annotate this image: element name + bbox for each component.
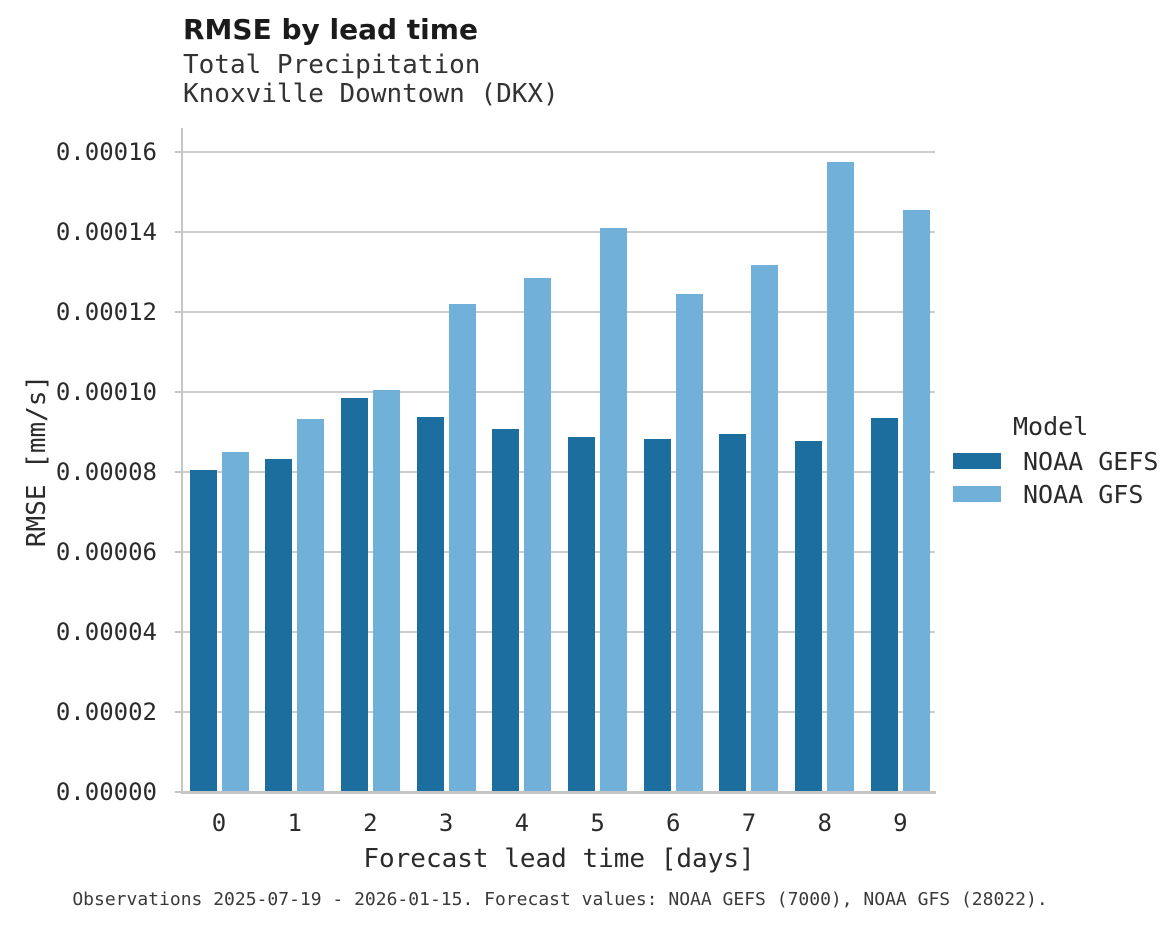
- chart-title: RMSE by lead time: [183, 13, 478, 46]
- gridline: [183, 391, 935, 393]
- bar-noaa-gefs: [189, 470, 217, 792]
- y-tick-label: 0.00006: [55, 538, 157, 566]
- bar-noaa-gefs: [265, 458, 293, 792]
- x-axis-title: Forecast lead time [days]: [363, 844, 755, 874]
- gridline: [183, 471, 935, 473]
- y-tick-mark: [175, 311, 182, 313]
- caption: Observations 2025-07-19 - 2026-01-15. Fo…: [72, 889, 1048, 910]
- bar-noaa-gfs: [372, 389, 400, 792]
- y-tick-label: 0.00014: [55, 218, 157, 246]
- legend-label: NOAA GFS: [1023, 479, 1144, 509]
- y-tick-mark: [175, 791, 182, 793]
- y-tick-label: 0.00002: [55, 698, 157, 726]
- x-tick-label: 0: [211, 809, 227, 837]
- bar-noaa-gefs: [795, 440, 823, 792]
- bar-noaa-gfs: [827, 162, 855, 792]
- x-tick-label: 4: [514, 809, 530, 837]
- bar-noaa-gefs: [719, 433, 747, 792]
- bar-noaa-gfs: [297, 419, 325, 792]
- bar-noaa-gefs: [340, 397, 368, 792]
- x-tick-label: 5: [590, 809, 605, 837]
- y-tick-label: 0.00010: [55, 378, 157, 406]
- x-tick-label: 7: [741, 809, 757, 837]
- x-tick-label: 3: [438, 809, 454, 837]
- gridline: [183, 311, 935, 313]
- bar-noaa-gfs: [600, 228, 628, 792]
- y-tick-label: 0.00004: [55, 618, 157, 646]
- legend-label: NOAA GEFS: [1023, 446, 1159, 476]
- y-tick-mark: [175, 711, 182, 713]
- y-tick-mark: [175, 471, 182, 473]
- bar-noaa-gfs: [751, 264, 779, 792]
- x-tick-label: 2: [363, 809, 378, 837]
- bar-noaa-gefs: [870, 418, 898, 792]
- noaa-gfs-swatch-icon: [953, 486, 1001, 502]
- y-tick-label: 0.00016: [55, 138, 157, 166]
- y-tick-label: 0.00008: [55, 458, 157, 486]
- noaa-gefs-swatch-icon: [953, 453, 1001, 469]
- bar-noaa-gefs: [416, 417, 444, 792]
- x-tick-label: 8: [817, 809, 832, 837]
- legend-title: Model: [1013, 412, 1089, 441]
- y-tick-label: 0.00000: [55, 778, 157, 806]
- x-tick-label: 6: [666, 809, 681, 837]
- bar-noaa-gfs: [448, 303, 476, 792]
- y-tick-mark: [175, 231, 182, 233]
- y-axis-spine: [181, 128, 183, 794]
- gridline: [183, 231, 935, 233]
- legend-entry-noaa-gfs: NOAA GFS: [953, 479, 1158, 509]
- gridline: [183, 551, 935, 553]
- y-tick-mark: [175, 151, 182, 153]
- gridline: [183, 711, 935, 713]
- gridline: [183, 631, 935, 633]
- plot-area: [183, 128, 935, 792]
- x-axis-spine: [181, 791, 936, 794]
- legend: Model NOAA GEFS NOAA GFS: [953, 412, 1158, 509]
- bar-noaa-gfs: [524, 278, 552, 792]
- bar-noaa-gefs: [643, 438, 671, 792]
- bar-noaa-gfs: [675, 294, 703, 792]
- bar-noaa-gefs: [568, 436, 596, 792]
- bar-noaa-gfs: [902, 210, 930, 792]
- y-tick-mark: [175, 391, 182, 393]
- x-tick-label: 9: [893, 809, 908, 837]
- y-tick-mark: [175, 631, 182, 633]
- x-tick-label: 1: [287, 809, 302, 837]
- bar-noaa-gefs: [492, 429, 520, 792]
- chart-subtitle-location: Knoxville Downtown (DKX): [183, 79, 559, 109]
- y-tick-mark: [175, 551, 182, 553]
- gridline: [183, 151, 935, 153]
- y-tick-label: 0.00012: [55, 298, 157, 326]
- bar-noaa-gfs: [221, 452, 249, 792]
- chart-subtitle-variable: Total Precipitation: [183, 50, 481, 80]
- legend-entry-noaa-gefs: NOAA GEFS: [953, 446, 1158, 476]
